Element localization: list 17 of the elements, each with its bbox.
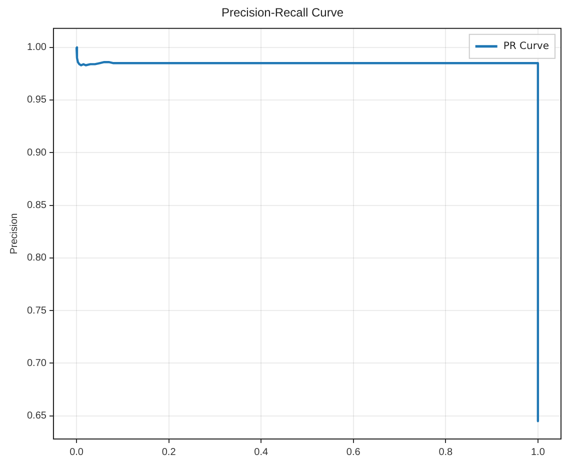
- x-tick-label: 0.8: [438, 446, 454, 458]
- y-tick-label: 0.65: [26, 410, 47, 422]
- y-tick-label: 0.95: [26, 94, 47, 106]
- x-tick-label: 0.0: [70, 446, 84, 458]
- y-tick-label: 0.85: [26, 200, 47, 212]
- x-tick-label: 0.6: [346, 446, 361, 458]
- x-tick-label: 1.0: [530, 446, 546, 458]
- y-axis-title: Precision: [8, 213, 20, 254]
- legend-label: PR Curve: [503, 40, 550, 52]
- y-tick-label: 0.70: [26, 358, 47, 369]
- y-tick-label: 0.75: [26, 305, 47, 316]
- x-tick-label: 0.4: [254, 446, 268, 458]
- x-tick-label: 0.2: [162, 446, 176, 458]
- y-tick-label: 1.00: [26, 42, 47, 54]
- chart-title: Precision-Recall Curve: [221, 6, 344, 20]
- y-tick-label: 0.90: [26, 147, 47, 158]
- y-tick-label: 0.80: [26, 252, 47, 264]
